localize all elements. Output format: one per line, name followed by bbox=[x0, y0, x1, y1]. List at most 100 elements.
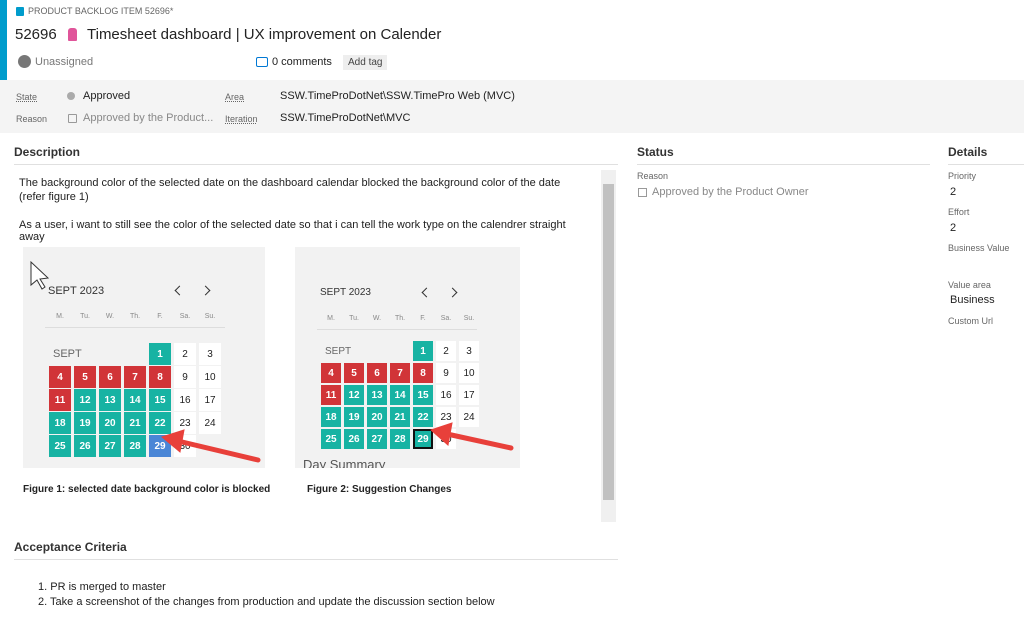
calendar-day: 18 bbox=[49, 412, 71, 434]
calendar-day: 16 bbox=[436, 385, 456, 405]
value-area[interactable]: Business bbox=[950, 294, 995, 306]
section-heading: Status bbox=[637, 145, 674, 159]
weekday: Sa. bbox=[179, 313, 191, 320]
field-label: Priority bbox=[948, 171, 977, 181]
area[interactable]: SSW.TimeProDotNet\SSW.TimePro Web (MVC) bbox=[280, 90, 515, 102]
calendar-day: 5 bbox=[74, 366, 96, 388]
rule bbox=[45, 327, 225, 328]
calendar-day: 16 bbox=[174, 389, 196, 411]
calendar-month: SEPT 2023 bbox=[48, 285, 105, 297]
calendar-day: 24 bbox=[459, 407, 479, 427]
calendar: SEPT 2023 M. Tu. W. Th. F. Sa. Su. SEPT 1 2 3 4 5 6 7 8 9… bbox=[303, 257, 483, 449]
calendar-day: 22 bbox=[149, 412, 171, 434]
calendar-day: 14 bbox=[124, 389, 146, 411]
comment-icon bbox=[256, 57, 268, 67]
calendar-day: 1 bbox=[149, 343, 171, 365]
assigned[interactable]: Unassigned bbox=[35, 56, 94, 68]
field-label: Iteration bbox=[225, 114, 258, 124]
rule bbox=[317, 329, 477, 330]
calendar-day: 23 bbox=[174, 412, 196, 434]
weekday: F. bbox=[420, 315, 426, 322]
calendar-day: 27 bbox=[99, 435, 121, 457]
calendar-day: 2 bbox=[174, 343, 196, 365]
calendar-day: 18 bbox=[321, 407, 341, 427]
calendar-day: 7 bbox=[124, 366, 146, 388]
weekday: M. bbox=[56, 313, 64, 320]
list-item: 1. PR is merged to master bbox=[38, 581, 166, 593]
weekday: Th. bbox=[394, 315, 406, 322]
effort[interactable]: 2 bbox=[950, 222, 957, 234]
iteration[interactable]: SSW.TimeProDotNet\MVC bbox=[280, 112, 411, 124]
calendar-day: 4 bbox=[49, 366, 71, 388]
weekday: Su. bbox=[463, 315, 475, 322]
calendar: SEPT 2023 M. Tu. W. Th. F. Sa. Su. SEPT 1 2 3 4 5 6 7 8 9… bbox=[36, 255, 236, 460]
type-icon bbox=[16, 7, 24, 16]
calendar-day: 28 bbox=[390, 429, 410, 449]
arrows bbox=[30, 260, 514, 463]
calendar-day: 27 bbox=[367, 429, 387, 449]
item-title[interactable]: Timesheet dashboard | UX improvement on … bbox=[87, 26, 442, 43]
field-label: Effort bbox=[948, 207, 970, 217]
calendar-day: 15 bbox=[413, 385, 433, 405]
rule bbox=[14, 559, 618, 560]
state-dot bbox=[67, 92, 75, 100]
weekday: Th. bbox=[129, 313, 141, 320]
lock-icon bbox=[638, 188, 647, 197]
field-label: Area bbox=[225, 92, 245, 102]
list-item: 2. Take a screenshot of the changes from… bbox=[38, 596, 495, 608]
calendar-day: 5 bbox=[344, 363, 364, 383]
weekday: W. bbox=[105, 313, 115, 320]
calendar-day: 4 bbox=[321, 363, 341, 383]
section-heading: Details bbox=[948, 145, 988, 159]
add-tag[interactable]: Add tag bbox=[343, 55, 388, 70]
calendar-day: 21 bbox=[124, 412, 146, 434]
weekday: W. bbox=[372, 315, 382, 322]
weekday: F. bbox=[157, 313, 163, 320]
calendar-day: 11 bbox=[321, 385, 341, 405]
calendar-day: 15 bbox=[149, 389, 171, 411]
calendar-day: 12 bbox=[344, 385, 364, 405]
type-bar bbox=[0, 0, 7, 80]
calendar-day: 6 bbox=[99, 366, 121, 388]
calendar-day: 19 bbox=[74, 412, 96, 434]
weekday: Tu. bbox=[349, 315, 359, 322]
figure-caption: Figure 1: selected date background color… bbox=[23, 484, 271, 495]
comments[interactable]: 0 comments bbox=[272, 56, 332, 68]
lock-icon bbox=[68, 114, 77, 123]
weekday: Su. bbox=[204, 313, 216, 320]
avatar[interactable] bbox=[18, 55, 31, 68]
calendar-day: 10 bbox=[199, 366, 221, 388]
fields-band bbox=[0, 80, 1024, 133]
scrollbar[interactable] bbox=[601, 170, 616, 522]
calendar-day: 13 bbox=[99, 389, 121, 411]
item-type: PRODUCT BACKLOG ITEM 52696* bbox=[28, 6, 174, 16]
section-heading: Description bbox=[14, 145, 81, 159]
calendar-day: 3 bbox=[459, 341, 479, 361]
calendar-day: 1 bbox=[413, 341, 433, 361]
figure-image: SEPT 2023 M. Tu. W. Th. F. Sa. Su. SEPT 1 2 3 4 5 6 7 8 9… bbox=[295, 247, 520, 468]
figure-caption: Figure 2: Suggestion Changes bbox=[307, 484, 452, 495]
priority[interactable]: 2 bbox=[950, 186, 957, 198]
calendar-day: 10 bbox=[459, 363, 479, 383]
calendar-day: 13 bbox=[367, 385, 387, 405]
paragraph: The background color of the selected dat… bbox=[19, 177, 561, 203]
calendar-day: 23 bbox=[436, 407, 456, 427]
status-reason: Approved by the Product Owner bbox=[652, 186, 809, 198]
section-heading: Acceptance Criteria bbox=[14, 540, 127, 554]
calendar-day: 8 bbox=[413, 363, 433, 383]
calendar-day: 20 bbox=[99, 412, 121, 434]
calendar-day: 28 bbox=[124, 435, 146, 457]
state[interactable]: Approved bbox=[83, 90, 131, 102]
field-label: Business Value bbox=[948, 243, 1010, 253]
calendar-day: 17 bbox=[459, 385, 479, 405]
paragraph: As a user, i want to still see the color… bbox=[19, 219, 566, 243]
calendar-day: 2 bbox=[436, 341, 456, 361]
calendar-month: SEPT 2023 bbox=[320, 287, 371, 298]
calendar-day: 9 bbox=[436, 363, 456, 383]
calendar-day: 8 bbox=[149, 366, 171, 388]
rule bbox=[14, 164, 618, 165]
calendar-day: 22 bbox=[413, 407, 433, 427]
figure-image: SEPT 2023 M. Tu. W. Th. F. Sa. Su. SEPT 1 2 3 4 5 6 7 8 9… bbox=[23, 247, 265, 468]
weekday: M. bbox=[327, 315, 335, 322]
calendar-day: 29 bbox=[413, 429, 433, 449]
